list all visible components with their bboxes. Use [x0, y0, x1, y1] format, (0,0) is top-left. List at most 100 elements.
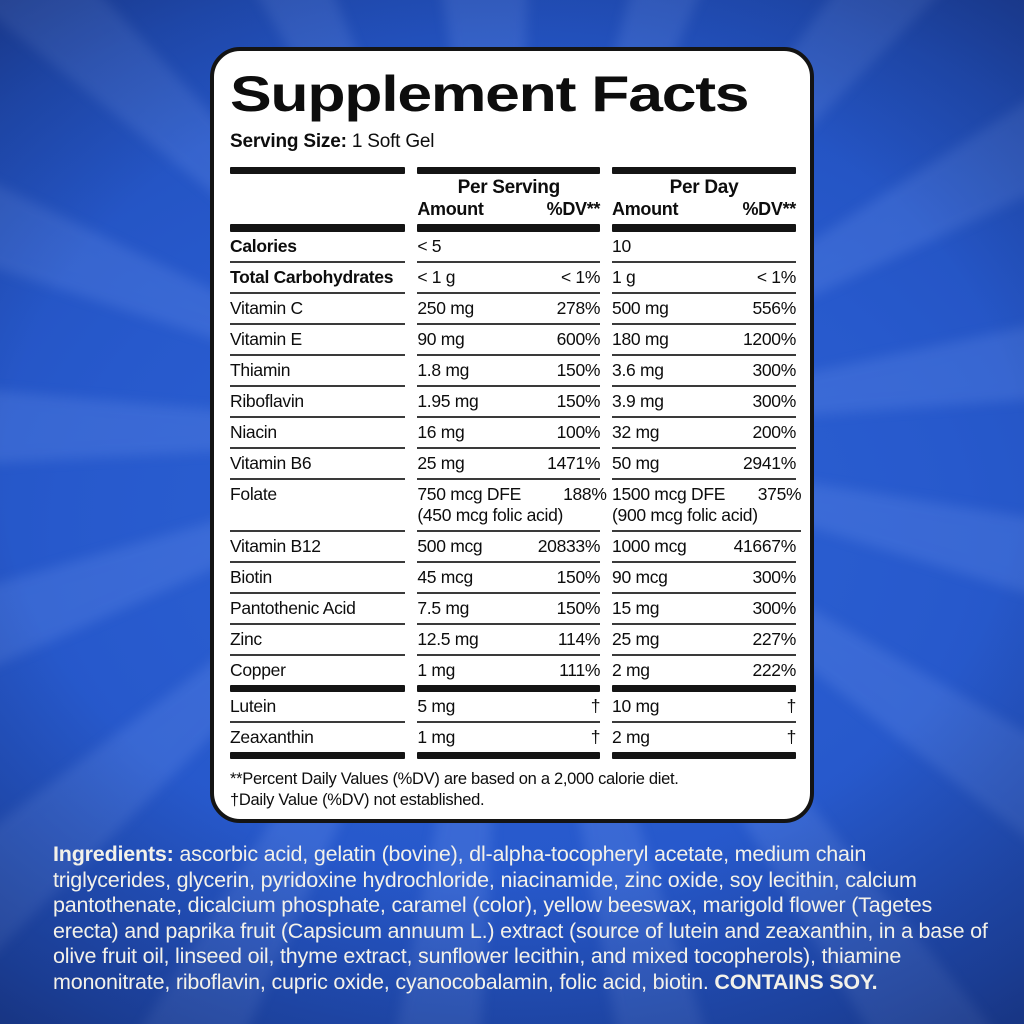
per-serving-dv: 150% — [556, 598, 601, 618]
contains-warning: CONTAINS SOY. — [714, 969, 878, 994]
per-day-dv: 300% — [752, 360, 796, 380]
per-day-amount: 1000 mcg — [612, 536, 687, 556]
per-day-values: 10 — [612, 232, 796, 263]
per-serving-amount: 16 mg — [417, 422, 465, 442]
ingredients-list: ascorbic acid, gelatin (bovine), dl-alph… — [53, 842, 988, 994]
panel-title-text: Supplement Facts — [230, 66, 750, 122]
per-serving-values: < 1 g < 1% — [417, 263, 600, 294]
per-day-values: 25 mg 227% — [612, 625, 796, 656]
per-serving-values: 1.95 mg 150% — [417, 387, 600, 418]
per-serving-values: 1 mg † — [417, 723, 600, 752]
per-day-amount: 90 mcg — [612, 567, 668, 587]
per-serving-amount: < 5 — [417, 236, 442, 256]
per-day-values: 1 g < 1% — [612, 263, 796, 294]
nutrient-name: Lutein — [230, 692, 406, 723]
per-serving-dv: 111% — [559, 660, 601, 680]
per-day-dv: † — [786, 696, 797, 716]
per-serving-values: 250 mg 278% — [417, 294, 600, 325]
per-day-dv: 300% — [752, 567, 796, 587]
per-serving-values: 7.5 mg 150% — [417, 594, 600, 625]
per-day-dv: † — [786, 727, 797, 747]
per-day-amount: 2 mg — [612, 727, 650, 747]
per-serving-dv: < 1% — [560, 267, 601, 287]
nutrient-name: Riboflavin — [230, 387, 406, 418]
nutrient-name: Biotin — [230, 563, 406, 594]
rows-main: Calories < 5 10 Total Carbohydrates < 1 g < 1… — [230, 232, 802, 685]
per-serving-dv: 150% — [556, 567, 601, 587]
footnotes: **Percent Daily Values (%DV) are based o… — [230, 769, 796, 811]
per-serving-amount: 500 mcg — [417, 536, 483, 556]
per-serving-values: 1.8 mg 150% — [417, 356, 600, 387]
serving-size-label: Serving Size: — [230, 131, 347, 152]
per-day-dv: 200% — [752, 422, 796, 442]
per-day-amount: 3.6 mg — [612, 360, 664, 380]
section-divider — [230, 752, 796, 759]
per-day-title: Per Day — [669, 177, 739, 198]
per-serving-dv: 150% — [556, 360, 601, 380]
table-row: Total Carbohydrates < 1 g < 1% 1 g < 1% — [230, 263, 796, 294]
table-row: Riboflavin 1.95 mg 150% 3.9 mg 300% — [230, 387, 796, 418]
per-serving-dv: 114% — [557, 629, 601, 649]
per-day-dv: 2941% — [743, 453, 796, 473]
per-serving-amount: < 1 g — [417, 267, 456, 287]
per-serving-dv: 188% — [563, 484, 607, 504]
table-row: Niacin 16 mg 100% 32 mg 200% — [230, 418, 796, 449]
per-day-values: 1000 mcg 41667% — [612, 532, 796, 563]
section-divider — [230, 685, 796, 692]
nutrient-name: Copper — [230, 660, 286, 680]
per-day-dv: 41667% — [733, 536, 797, 556]
per-day-values: 180 mg 1200% — [612, 325, 796, 356]
panel-title: Supplement Facts — [230, 69, 796, 121]
per-day-dv: 375% — [757, 484, 802, 504]
nutrient-name: Pantothenic Acid — [230, 594, 406, 625]
per-day-values: 2 mg 222% — [612, 656, 796, 685]
nutrient-name: Vitamin B6 — [230, 449, 406, 480]
per-serving-values: 25 mg 1471% — [417, 449, 600, 480]
per-serving-dv: 100% — [556, 422, 601, 442]
per-serving-dv: 20833% — [537, 536, 601, 556]
per-serving-amount: 90 mg — [417, 329, 465, 349]
per-serving-values: 750 mcg DFE (450 mcg folic acid) 188% — [417, 480, 607, 532]
per-day-amount: 2 mg — [612, 660, 650, 680]
per-day-amount: 50 mg — [612, 453, 660, 473]
table-row: Vitamin B6 25 mg 1471% 50 mg 2941% — [230, 449, 796, 480]
table-row: Vitamin E 90 mg 600% 180 mg 1200% — [230, 325, 796, 356]
per-day-amount-detail: (900 mcg folic acid) — [612, 505, 758, 525]
per-day-amount: 10 — [612, 236, 631, 256]
per-serving-amount: 45 mcg — [417, 567, 473, 587]
per-day-values: 15 mg 300% — [612, 594, 796, 625]
per-serving-amount: 1 mg — [417, 727, 456, 747]
per-day-header: Per Day Amount %DV** — [612, 177, 796, 220]
nutrient-name: Calories — [230, 232, 406, 263]
supplement-facts-panel: Supplement Facts Serving Size: 1 Soft Ge… — [210, 47, 814, 823]
per-serving-amount: 1.95 mg — [417, 391, 479, 411]
nutrient-name: Vitamin E — [230, 325, 406, 356]
per-serving-amount: 7.5 mg — [417, 598, 470, 618]
amount-header: Amount — [612, 199, 679, 219]
per-day-values: 50 mg 2941% — [612, 449, 796, 480]
ingredients-label: Ingredients: — [53, 842, 174, 866]
per-serving-values: 1 mg 111% — [417, 656, 600, 685]
per-serving-values: 12.5 mg 114% — [417, 625, 600, 656]
per-serving-values: 45 mcg 150% — [417, 563, 600, 594]
table-row: Zinc 12.5 mg 114% 25 mg 227% — [230, 625, 796, 656]
per-day-values: 3.9 mg 300% — [612, 387, 796, 418]
per-day-dv: 300% — [752, 391, 796, 411]
table-row: Zeaxanthin 1 mg † 2 mg † — [230, 723, 796, 752]
per-day-dv: 556% — [752, 298, 796, 318]
per-serving-amount-detail: (450 mcg folic acid) — [417, 505, 564, 525]
table-row: Copper 1 mg 111% 2 mg 222% — [230, 656, 796, 685]
nutrient-name: Zeaxanthin — [230, 727, 314, 747]
amount-header: Amount — [417, 199, 484, 219]
table-row: Vitamin C 250 mg 278% 500 mg 556% — [230, 294, 796, 325]
per-day-values: 90 mcg 300% — [612, 563, 796, 594]
dagger-footnote: †Daily Value (%DV) not established. — [230, 791, 485, 809]
per-serving-amount: 250 mg — [417, 298, 474, 318]
per-day-dv: 300% — [752, 598, 796, 618]
column-headers: Per Serving Amount %DV** Per Day Amount … — [230, 177, 796, 220]
per-day-dv: 1200% — [743, 329, 796, 349]
serving-size: Serving Size: 1 Soft Gel — [230, 131, 796, 153]
nutrient-name: Zinc — [230, 625, 406, 656]
table-row: Pantothenic Acid 7.5 mg 150% 15 mg 300% — [230, 594, 796, 625]
